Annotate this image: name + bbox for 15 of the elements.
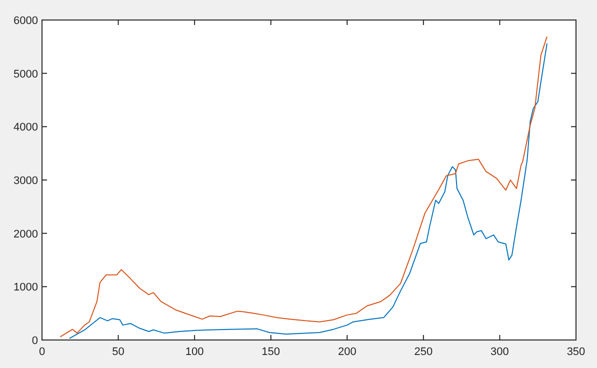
x-tick-label: 0 [38, 346, 46, 358]
x-tick-label: 150 [262, 346, 280, 358]
x-tick-label: 200 [338, 346, 356, 358]
x-tick-label: 250 [414, 346, 433, 358]
y-tick-label: 2000 [14, 228, 38, 240]
y-tick-label: 5000 [14, 68, 38, 80]
y-tick-label: 4000 [14, 122, 38, 134]
y-tick-label: 1000 [14, 282, 38, 294]
y-tick-label: 0 [32, 335, 38, 347]
x-tick-label: 350 [566, 346, 586, 358]
y-tick-label: 6000 [14, 15, 38, 27]
y-tick-label: 3000 [14, 175, 38, 187]
x-tick-label: 100 [185, 346, 204, 358]
x-tick-label: 50 [112, 346, 124, 358]
x-tick-label: 300 [490, 346, 509, 358]
